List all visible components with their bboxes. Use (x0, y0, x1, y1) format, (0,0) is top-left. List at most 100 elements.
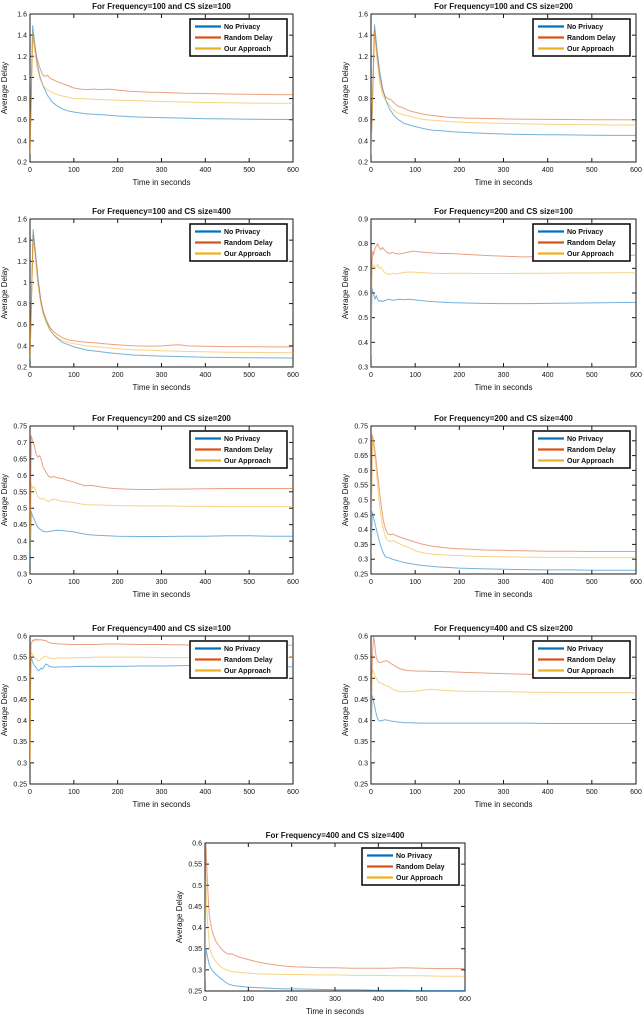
x-tick-label: 600 (630, 579, 642, 586)
series-line-no-privacy (371, 694, 636, 759)
x-tick-label: 300 (498, 789, 510, 796)
x-axis-label: Time in seconds (133, 178, 191, 187)
y-tick-label: 0.25 (354, 572, 368, 579)
y-tick-label: 0.35 (188, 946, 202, 953)
y-tick-label: 0.3 (358, 760, 368, 767)
series-line-our-approach (371, 32, 636, 154)
x-tick-label: 600 (287, 789, 299, 796)
series-line-random-delay (30, 638, 293, 763)
y-tick-label: 0.6 (17, 117, 27, 124)
x-tick-label: 200 (112, 372, 124, 379)
x-tick-label: 200 (453, 789, 465, 796)
y-axis-label: Average Delay (341, 474, 350, 526)
series-line-our-approach (205, 876, 465, 979)
legend-label: No Privacy (567, 229, 603, 236)
series-line-random-delay (371, 29, 636, 152)
y-tick-label: 0.35 (354, 542, 368, 549)
y-tick-label: 1.2 (17, 54, 27, 61)
x-tick-label: 600 (287, 579, 299, 586)
x-axis-label: Time in seconds (133, 383, 191, 392)
series-line-no-privacy (30, 511, 293, 565)
chart-title: For Frequency=200 and CS size=400 (434, 414, 573, 423)
x-tick-label: 400 (542, 372, 554, 379)
series-group (371, 636, 636, 763)
legend-label: Random Delay (224, 447, 273, 454)
y-tick-label: 0.3 (358, 365, 368, 372)
chart-frequency-400-cs-400: 0 100 200 300 400 500 600 0.25 0.3 0.35 0.4 0.45 0.5… (150, 825, 490, 1025)
x-tick-label: 400 (199, 372, 211, 379)
y-tick-label: 0.4 (17, 138, 27, 145)
series-line-our-approach (30, 483, 293, 555)
series-group (371, 24, 636, 156)
y-tick-label: 0.8 (17, 301, 27, 308)
chart-svg: 0 100 200 300 400 500 600 0.2 0.4 0.6 0.8 1 1.2 1.4 1.… (0, 2, 299, 187)
legend-label: Random Delay (396, 864, 445, 871)
y-tick-label: 0.45 (354, 697, 368, 704)
chart-title: For Frequency=100 and CS size=100 (92, 2, 231, 11)
y-tick-label: 1 (23, 75, 27, 82)
y-tick-label: 1.4 (17, 33, 27, 40)
legend-label: No Privacy (567, 436, 603, 443)
x-tick-label: 200 (453, 167, 465, 174)
x-tick-label: 600 (630, 372, 642, 379)
x-axis-label: Time in seconds (475, 178, 533, 187)
x-tick-label: 600 (287, 167, 299, 174)
series-group (30, 638, 293, 763)
x-tick-label: 200 (453, 579, 465, 586)
chart-svg: 0 100 200 300 400 500 600 0.3 0.4 0.5 0.6 0.7 0.8 0.9… (341, 207, 642, 392)
x-axis-label: Time in seconds (306, 1007, 364, 1016)
y-tick-label: 0.6 (358, 468, 368, 475)
chart-title: For Frequency=200 and CS size=200 (92, 414, 231, 423)
y-tick-label: 0.3 (358, 557, 368, 564)
y-tick-label: 0.6 (17, 322, 27, 329)
x-tick-label: 200 (286, 996, 298, 1003)
y-tick-label: 0.45 (354, 512, 368, 519)
y-tick-label: 0.3 (192, 967, 202, 974)
y-tick-label: 0.5 (358, 315, 368, 322)
series-line-our-approach (371, 264, 636, 355)
y-tick-label: 0.7 (358, 266, 368, 273)
legend-label: Random Delay (567, 240, 616, 247)
x-tick-label: 500 (586, 579, 598, 586)
y-tick-label: 0.6 (17, 634, 27, 641)
chart-svg: 0 100 200 300 400 500 600 0.25 0.3 0.35 0.4 0.45 0.5… (341, 414, 642, 599)
y-tick-label: 0.45 (13, 697, 27, 704)
x-tick-label: 500 (416, 996, 428, 1003)
legend-label: Our Approach (567, 458, 614, 465)
chart-frequency-100-cs-200: 0 100 200 300 400 500 600 0.2 0.4 0.6 0.8 1 1.2 1.4 1.… (321, 0, 642, 200)
series-group (30, 435, 293, 565)
y-tick-label: 0.45 (13, 522, 27, 529)
chart-frequency-400-cs-100: 0 100 200 300 400 500 600 0.25 0.3 0.35 0.4 0.45 0.5… (0, 622, 321, 822)
y-tick-label: 0.8 (358, 241, 368, 248)
x-tick-label: 100 (68, 372, 80, 379)
legend-label: Random Delay (567, 447, 616, 454)
y-tick-label: 0.4 (192, 925, 202, 932)
series-line-our-approach (30, 33, 293, 154)
y-tick-label: 0.55 (188, 862, 202, 869)
x-tick-label: 600 (630, 789, 642, 796)
x-tick-label: 100 (409, 167, 421, 174)
y-tick-label: 0.25 (188, 989, 202, 996)
chart-title: For Frequency=400 and CS size=400 (266, 831, 405, 840)
legend-label: No Privacy (224, 436, 260, 443)
y-tick-label: 0.65 (354, 453, 368, 460)
y-tick-label: 0.4 (17, 539, 27, 546)
y-axis-label: Average Delay (0, 474, 9, 526)
x-tick-label: 300 (329, 996, 341, 1003)
series-group (30, 229, 293, 361)
y-tick-label: 0.5 (358, 498, 368, 505)
legend-label: Our Approach (567, 46, 614, 53)
chart-frequency-200-cs-200: 0 100 200 300 400 500 600 0.3 0.35 0.4 0.45 0.5 0.55… (0, 412, 321, 612)
x-tick-label: 600 (287, 372, 299, 379)
series-line-no-privacy (371, 511, 636, 571)
y-tick-label: 0.6 (358, 291, 368, 298)
y-tick-label: 1.6 (358, 12, 368, 19)
series-line-no-privacy (30, 656, 293, 721)
x-tick-label: 400 (542, 579, 554, 586)
legend-label: Our Approach (224, 251, 271, 258)
x-tick-label: 400 (199, 579, 211, 586)
series-line-random-delay (371, 434, 636, 552)
series-group (371, 434, 636, 571)
y-tick-label: 0.6 (192, 841, 202, 848)
y-tick-label: 0.8 (17, 96, 27, 103)
